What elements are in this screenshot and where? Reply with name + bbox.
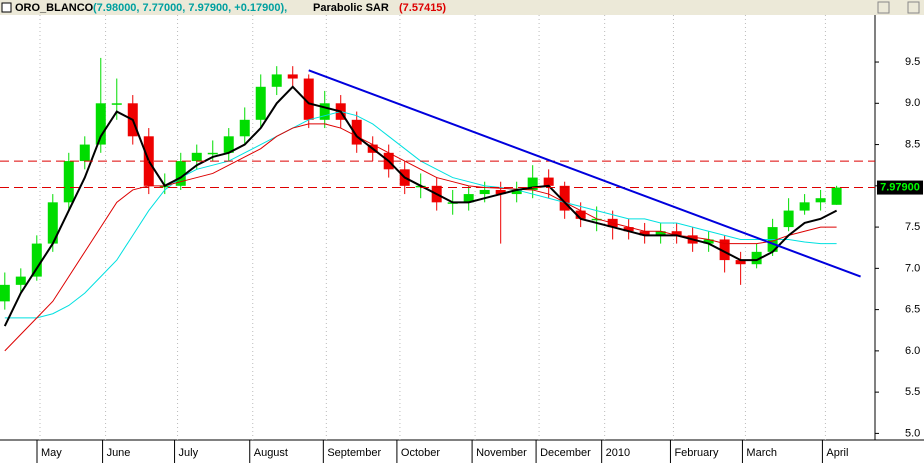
y-tick-label: 9.5: [905, 56, 920, 68]
candle-body: [95, 103, 106, 145]
quote: (7.98000, 7.77000, 7.97900, +0.17900),: [93, 2, 287, 14]
candle-body: [351, 119, 362, 145]
close-button[interactable]: [907, 1, 920, 14]
symbol: ORO_BLANCO: [15, 2, 94, 14]
y-tick-label: 7.5: [905, 221, 920, 233]
candle-body: [255, 86, 266, 120]
x-tick-label: December: [540, 447, 591, 459]
x-tick-label: October: [401, 447, 440, 459]
candle-body: [735, 260, 746, 265]
candle-body: [815, 198, 826, 203]
indicator-name: Parabolic SAR: [313, 2, 389, 14]
trend-line: [308, 69, 861, 278]
candle-body: [703, 239, 714, 244]
candle-body: [207, 152, 218, 155]
candle-body: [479, 189, 490, 195]
x-tick-label: April: [826, 447, 848, 459]
indicator-value: (7.57415): [399, 2, 446, 14]
candle-body: [463, 194, 474, 203]
candle-body: [223, 136, 234, 153]
last-price-box: [877, 180, 923, 195]
candle-body: [287, 74, 298, 79]
candle-body: [671, 231, 682, 236]
window-icon[interactable]: [1, 2, 12, 13]
candle-body: [623, 227, 634, 232]
y-tick-label: 9.0: [905, 97, 920, 109]
candle-body: [239, 119, 250, 137]
y-tick-label: 6.5: [905, 304, 920, 316]
x-tick-label: June: [107, 447, 131, 459]
candle-body: [591, 218, 602, 221]
candle-body: [799, 202, 810, 211]
candle-body: [575, 210, 586, 219]
candle-body: [191, 152, 202, 162]
scroll-button[interactable]: [877, 1, 890, 14]
candle-body: [495, 189, 506, 195]
candle-body: [751, 251, 762, 265]
candle-body: [31, 243, 42, 277]
candle-body: [0, 284, 10, 302]
candle-body: [111, 103, 122, 105]
header-bar: [0, 0, 924, 15]
y-tick-label: 6.0: [905, 345, 920, 357]
candle-body: [511, 189, 522, 195]
y-tick-label: 5.5: [905, 386, 920, 398]
x-tick-label: July: [179, 447, 199, 459]
x-tick-label: February: [674, 447, 719, 459]
candle-body: [79, 144, 90, 162]
x-tick-label: November: [476, 447, 527, 459]
candle-body: [319, 103, 330, 120]
candle-body: [303, 78, 314, 120]
candle-body: [47, 202, 58, 244]
candle-body: [527, 177, 538, 190]
x-tick-label: September: [327, 447, 381, 459]
y-tick-label: 5.0: [905, 427, 920, 439]
plot-area: [0, 15, 875, 440]
candle-body: [655, 231, 666, 236]
candle-body: [63, 161, 74, 203]
candle-body: [271, 74, 282, 87]
y-tick-label: 7.0: [905, 262, 920, 274]
candle-body: [175, 161, 186, 186]
candle-body: [543, 177, 554, 186]
y-tick-label: 8.5: [905, 138, 920, 150]
x-tick-label: 2010: [606, 447, 630, 459]
x-tick-label: August: [254, 447, 288, 459]
candle-body: [15, 276, 26, 285]
candle-body: [639, 231, 650, 236]
candle-body: [831, 187, 842, 205]
x-tick-label: March: [746, 447, 777, 459]
last-price-label: 7.97900: [880, 181, 920, 193]
candle-body: [783, 210, 794, 228]
candle-body: [719, 239, 730, 261]
moving-average: [3, 85, 838, 327]
x-tick-label: May: [41, 447, 62, 459]
candle-body: [559, 185, 570, 211]
